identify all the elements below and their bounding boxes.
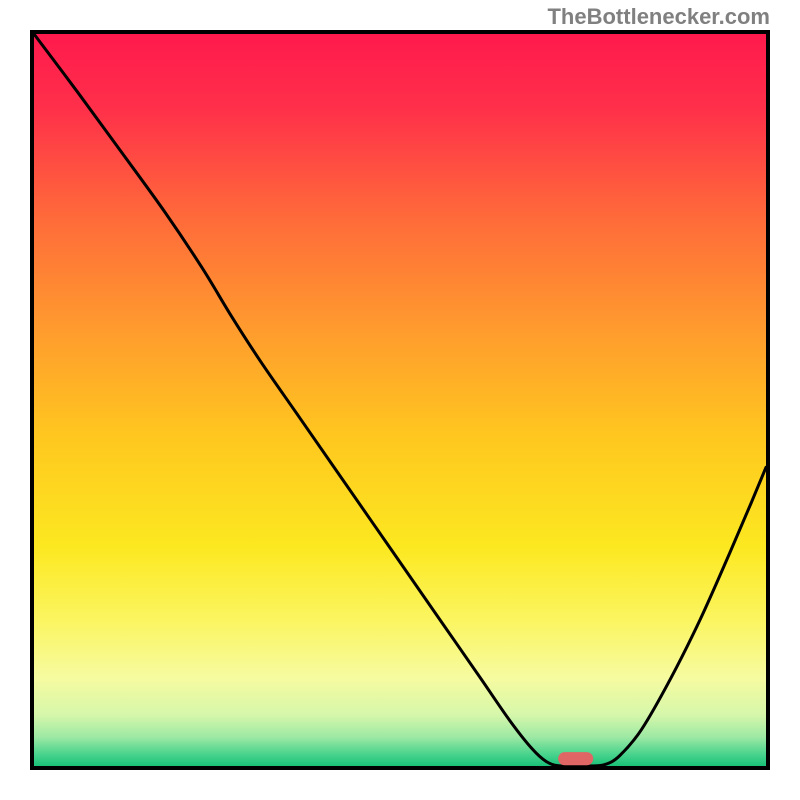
watermark-text: TheBottlenecker.com	[547, 4, 770, 30]
optimal-point-marker	[558, 752, 593, 765]
chart-background	[34, 34, 766, 766]
chart-plot-area	[30, 30, 770, 770]
chart-svg	[30, 30, 770, 770]
